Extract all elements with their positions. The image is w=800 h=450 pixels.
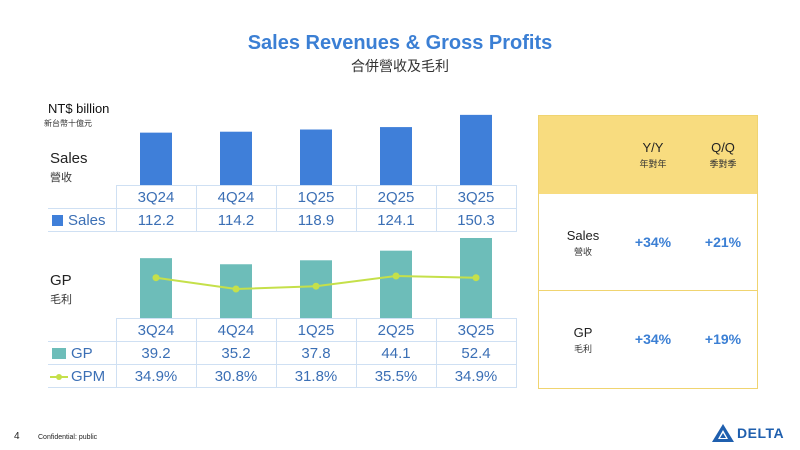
page-subtitle: 合併營收及毛利 <box>351 59 449 75</box>
qq-header-zh: 季對季 <box>709 160 737 170</box>
gpm-point <box>392 272 400 280</box>
gp-value-label: 35.2 <box>195 341 277 365</box>
growth-row-label: GP <box>573 325 593 340</box>
growth-row-label: Sales <box>566 228 600 243</box>
growth-panel: Y/Y 年對年 Q/Q 季對季 Sales 營收 +34% +21% GP 毛利… <box>538 115 758 389</box>
gpm-point <box>312 282 320 290</box>
sales-category-label: 1Q25 <box>275 185 357 209</box>
gp-value-label: 39.2 <box>115 341 197 365</box>
sales-category-label: 3Q24 <box>115 185 197 209</box>
page-title: Sales Revenues & Gross Profits <box>247 32 553 54</box>
delta-logo: DELTA <box>712 424 784 442</box>
page-number: 4 <box>14 431 20 442</box>
gp-value-label: 52.4 <box>435 341 517 365</box>
growth-row-gp-label: GP 毛利 <box>549 325 617 355</box>
sales-bar <box>220 131 252 185</box>
delta-triangle-icon <box>712 424 734 442</box>
sales-label: Sales <box>50 150 88 167</box>
gp-value-label: 44.1 <box>355 341 437 365</box>
gp-legend-label: GP <box>71 344 93 362</box>
qq-header: Q/Q 季對季 <box>693 140 753 170</box>
gp-legend-swatch <box>52 348 66 360</box>
gp-table: 3Q24 4Q24 1Q25 2Q25 3Q25 GP 39.2 35.2 37… <box>48 318 517 388</box>
growth-row-label-zh: 毛利 <box>573 345 592 355</box>
table-corner <box>48 185 117 209</box>
unit-label-zh: 新台幣十億元 <box>44 119 92 128</box>
gp-yy-value: +34% <box>634 331 672 347</box>
sales-value-label: 124.1 <box>355 208 437 232</box>
gpm-value-label: 31.8% <box>275 364 357 388</box>
sales-value-label: 112.2 <box>115 208 197 232</box>
gp-bar <box>380 250 412 318</box>
growth-panel-divider <box>539 290 757 291</box>
gp-category-label: 3Q24 <box>115 318 197 342</box>
gp-label-zh: 毛利 <box>50 293 72 306</box>
gp-category-label: 3Q25 <box>435 318 517 342</box>
sales-category-label: 4Q24 <box>195 185 277 209</box>
sales-bar <box>140 132 172 185</box>
unit-label: NT$ billion <box>48 101 110 116</box>
sales-legend-swatch <box>52 215 63 227</box>
sales-bar <box>300 129 332 185</box>
sales-bar <box>380 127 412 185</box>
gp-category-label: 2Q25 <box>355 318 437 342</box>
table-corner <box>48 318 117 342</box>
gpm-point <box>472 274 480 282</box>
sales-category-label: 3Q25 <box>435 185 517 209</box>
yy-header-zh: 年對年 <box>639 160 667 170</box>
logo-text: DELTA <box>737 425 785 441</box>
sales-yy-value: +34% <box>634 234 672 250</box>
gpm-value-label: 34.9% <box>435 364 517 388</box>
gp-bar <box>140 258 172 318</box>
qq-header-en: Q/Q <box>711 140 735 155</box>
gp-category-label: 4Q24 <box>195 318 277 342</box>
gpm-legend: GPM <box>48 364 117 388</box>
sales-qq-value: +21% <box>704 234 742 250</box>
gpm-value-label: 34.9% <box>115 364 197 388</box>
gp-category-label: 1Q25 <box>275 318 357 342</box>
gpm-point <box>232 285 240 293</box>
gp-label: GP <box>50 272 72 289</box>
sales-table: 3Q24 4Q24 1Q25 2Q25 3Q25 Sales 112.2 114… <box>48 185 517 232</box>
gpm-legend-label: GPM <box>71 367 106 385</box>
sales-legend-label: Sales <box>68 211 106 229</box>
sales-value-label: 150.3 <box>435 208 517 232</box>
sales-legend: Sales <box>48 208 117 232</box>
gpm-point <box>152 274 160 282</box>
sales-bar <box>460 114 492 185</box>
yy-header: Y/Y 年對年 <box>623 140 683 170</box>
growth-panel-header <box>539 116 757 194</box>
gpm-value-label: 35.5% <box>355 364 437 388</box>
gpm-value-label: 30.8% <box>195 364 277 388</box>
gpm-legend-marker <box>50 372 68 382</box>
sales-value-label: 114.2 <box>195 208 277 232</box>
growth-row-sales-label: Sales 營收 <box>549 228 617 258</box>
gp-legend: GP <box>48 341 117 365</box>
sales-value-label: 118.9 <box>275 208 357 232</box>
sales-label-zh: 營收 <box>50 171 72 184</box>
growth-row-label-zh: 營收 <box>573 248 592 258</box>
gp-value-label: 37.8 <box>275 341 357 365</box>
confidential-note: Confidential: public <box>38 434 98 441</box>
sales-category-label: 2Q25 <box>355 185 437 209</box>
yy-header-en: Y/Y <box>642 140 664 155</box>
gp-qq-value: +19% <box>704 331 742 347</box>
